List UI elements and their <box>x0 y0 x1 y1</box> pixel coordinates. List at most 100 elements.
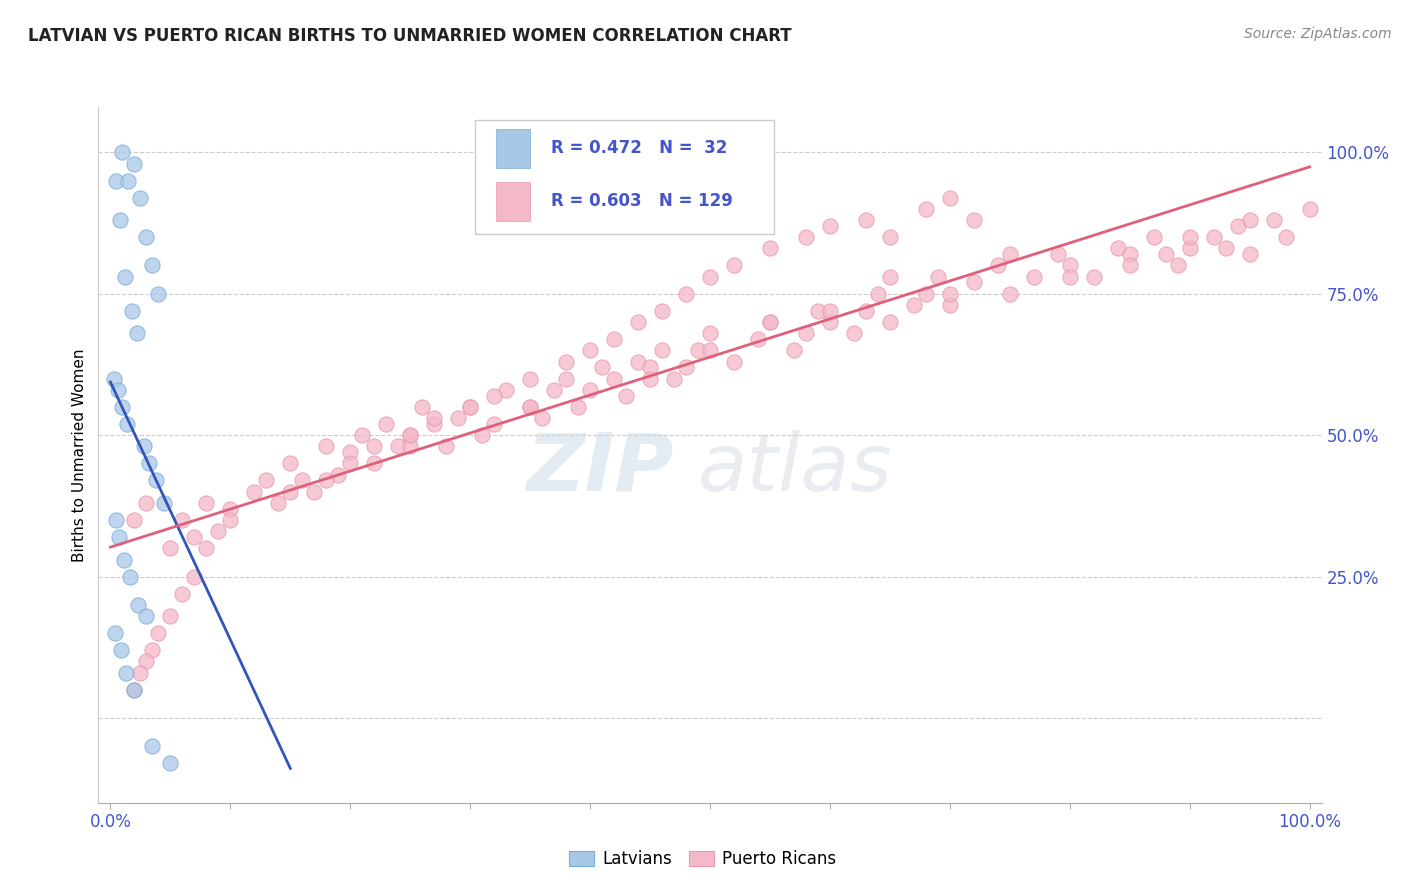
Point <box>963 276 986 290</box>
Point <box>1046 247 1069 261</box>
Point <box>423 411 446 425</box>
Point <box>879 230 901 244</box>
Y-axis label: Births to Unmarried Women: Births to Unmarried Women <box>72 348 87 562</box>
Point <box>842 326 865 341</box>
Point <box>207 524 229 539</box>
Text: R = 0.603   N = 129: R = 0.603 N = 129 <box>551 192 733 211</box>
Point <box>117 173 139 187</box>
Point <box>531 411 554 425</box>
Point <box>115 417 138 431</box>
Point <box>110 643 132 657</box>
Point <box>141 739 163 754</box>
Point <box>759 315 782 329</box>
Point <box>543 383 565 397</box>
FancyBboxPatch shape <box>475 120 773 234</box>
Point <box>114 269 136 284</box>
Point <box>699 326 721 341</box>
Point <box>195 496 218 510</box>
Point <box>519 371 541 385</box>
Point <box>818 303 841 318</box>
Point <box>121 303 143 318</box>
Point <box>903 298 925 312</box>
Point <box>1059 259 1081 273</box>
Point <box>1083 269 1105 284</box>
Point <box>219 501 242 516</box>
Point <box>254 474 277 488</box>
Point <box>818 315 841 329</box>
Bar <box>496 182 530 221</box>
Point <box>627 315 650 329</box>
Point <box>495 383 517 397</box>
Point <box>339 457 361 471</box>
Point <box>278 484 301 499</box>
Point <box>1226 219 1249 233</box>
Point <box>1298 202 1320 216</box>
Point <box>124 513 146 527</box>
Point <box>183 530 205 544</box>
Point <box>411 400 433 414</box>
Point <box>794 326 817 341</box>
Point <box>1022 269 1045 284</box>
Point <box>399 428 422 442</box>
Point <box>112 552 135 566</box>
Point <box>855 303 877 318</box>
Point <box>183 569 205 583</box>
Point <box>567 400 589 414</box>
Point <box>107 383 129 397</box>
Point <box>482 388 505 402</box>
Point <box>1143 230 1166 244</box>
Point <box>135 609 157 624</box>
Point <box>153 496 176 510</box>
Point <box>135 654 157 668</box>
Point <box>471 428 494 442</box>
Point <box>118 569 141 583</box>
Point <box>159 609 181 624</box>
Point <box>148 626 170 640</box>
Point <box>794 230 817 244</box>
Point <box>591 360 613 375</box>
Text: atlas: atlas <box>697 430 893 508</box>
Point <box>998 247 1021 261</box>
Point <box>135 496 157 510</box>
Point <box>651 303 673 318</box>
Point <box>127 598 149 612</box>
Point <box>818 219 841 233</box>
Point <box>328 467 350 482</box>
Point <box>172 513 194 527</box>
Point <box>141 643 163 657</box>
Point <box>1107 242 1129 256</box>
Point <box>939 190 962 204</box>
Text: Source: ZipAtlas.com: Source: ZipAtlas.com <box>1244 27 1392 41</box>
Point <box>855 213 877 227</box>
Point <box>638 360 661 375</box>
Point <box>458 400 481 414</box>
Legend: Latvians, Puerto Ricans: Latvians, Puerto Ricans <box>562 844 844 875</box>
Point <box>555 354 578 368</box>
Point <box>138 457 160 471</box>
Point <box>375 417 398 431</box>
Point <box>124 156 146 170</box>
Point <box>807 303 830 318</box>
Point <box>124 682 146 697</box>
Point <box>339 445 361 459</box>
Point <box>105 173 128 187</box>
Point <box>108 213 131 227</box>
Point <box>1239 213 1261 227</box>
Point <box>129 190 152 204</box>
Point <box>1167 259 1189 273</box>
Point <box>699 343 721 358</box>
Point <box>723 354 745 368</box>
Point <box>519 400 541 414</box>
Point <box>927 269 949 284</box>
Point <box>963 213 986 227</box>
Point <box>1274 230 1296 244</box>
Point <box>243 484 266 499</box>
Point <box>172 586 194 600</box>
Text: ZIP: ZIP <box>526 430 673 508</box>
Point <box>915 202 938 216</box>
Point <box>627 354 650 368</box>
Point <box>399 428 422 442</box>
Point <box>723 259 745 273</box>
Point <box>423 417 446 431</box>
Point <box>675 286 697 301</box>
